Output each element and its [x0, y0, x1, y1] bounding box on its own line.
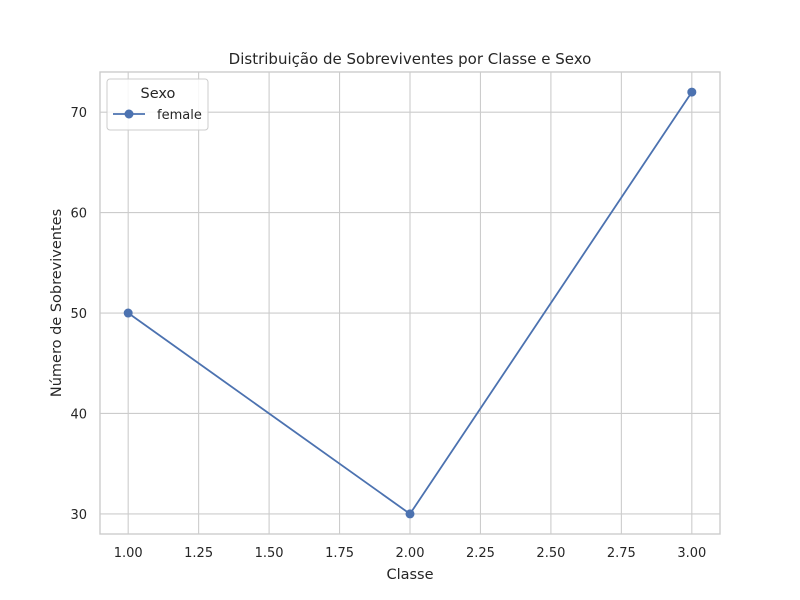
- legend: Sexo female: [106, 78, 209, 131]
- x-axis-label: Classe: [386, 567, 433, 583]
- x-tick-label: 1.00: [114, 546, 143, 561]
- plot-area-frame: [99, 71, 721, 535]
- x-tick-label: 2.75: [607, 546, 636, 561]
- legend-label-female: female: [157, 108, 202, 123]
- data-point: [687, 87, 697, 97]
- data-point: [405, 509, 415, 519]
- legend-box: [106, 78, 209, 131]
- y-tick-label: 60: [70, 207, 87, 222]
- legend-swatch-marker: [124, 109, 134, 119]
- chart-title: Distribuição de Sobreviventes por Classe…: [229, 50, 592, 68]
- x-axis-ticks: 1.00 1.25 1.50 1.75 2.00 2.25 2.50 2.75 3.00: [114, 546, 707, 561]
- y-tick-label: 70: [70, 106, 87, 121]
- y-tick-label: 50: [70, 307, 87, 322]
- y-tick-label: 30: [70, 508, 87, 523]
- series-layer: [123, 87, 697, 519]
- x-tick-label: 1.25: [184, 546, 213, 561]
- x-tick-label: 2.50: [536, 546, 565, 561]
- x-tick-label: 3.00: [677, 546, 706, 561]
- legend-title: Sexo: [141, 86, 176, 102]
- data-point: [123, 308, 133, 318]
- x-tick-label: 2.00: [396, 546, 425, 561]
- x-tick-label: 1.75: [325, 546, 354, 561]
- y-axis-label: Número de Sobreviventes: [49, 209, 65, 397]
- y-tick-label: 40: [70, 407, 87, 422]
- x-grid-lines: [127, 72, 693, 534]
- y-axis-ticks: 30 40 50 60 70: [70, 106, 87, 523]
- x-tick-label: 1.50: [255, 546, 284, 561]
- x-tick-label: 2.25: [466, 546, 495, 561]
